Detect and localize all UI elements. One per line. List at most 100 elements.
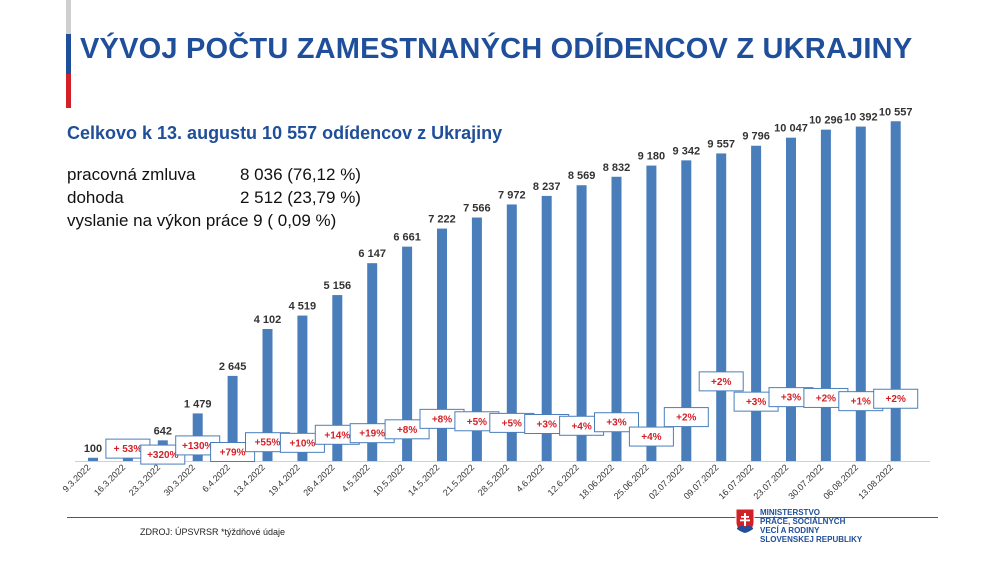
change-label: +2% (816, 393, 836, 404)
x-tick-label: 30.3.2022 (162, 462, 197, 497)
x-tick-label: 02.07.2022 (647, 462, 686, 501)
ministry-line: PRÁCE, SOCIÁLNYCH (760, 517, 846, 526)
bar-value-label: 10 392 (844, 112, 878, 124)
chart-bar (402, 246, 413, 461)
accent-bar-blue (66, 34, 71, 74)
chart-bar (541, 195, 552, 461)
chart-bar (227, 375, 238, 461)
bar-value-label: 5 156 (324, 280, 352, 292)
chart-bar (367, 263, 378, 461)
change-label: +4% (571, 421, 591, 432)
breakdown-value: 2 512 (23,79 %) (240, 188, 361, 207)
change-box (663, 407, 709, 428)
breakdown-value: 8 036 (76,12 %) (240, 165, 361, 184)
x-tick-label: 25.06.2022 (612, 462, 651, 501)
change-label: +4% (641, 432, 661, 443)
slovak-coat-of-arms-icon (735, 508, 755, 534)
bar-value-label: 642 (154, 425, 172, 437)
x-tick-label: 6.4.2022 (200, 462, 232, 494)
change-label: +3% (537, 420, 557, 431)
x-tick-label: 06.08.2022 (821, 462, 860, 501)
bar-value-label: 6 147 (358, 248, 386, 260)
bar-value-label: 10 557 (879, 106, 913, 118)
change-label: +19% (359, 429, 385, 440)
bar-value-label: 9 342 (673, 145, 701, 157)
change-label: +3% (606, 418, 626, 429)
breakdown-row-contract: pracovná zmluva 8 036 (76,12 %) (67, 163, 361, 186)
change-label: +3% (746, 397, 766, 408)
chart-bar (88, 457, 98, 461)
x-tick-label: 14.5.2022 (406, 462, 441, 497)
source-note: ZDROJ: ÚPSVRSR *týždňové údaje (140, 527, 286, 537)
chart-bar (576, 185, 587, 461)
bar-value-label: 8 237 (533, 181, 561, 193)
bar-value-label: 6 661 (393, 232, 421, 244)
slide-title: VÝVOJ POČTU ZAMESTNANÝCH ODÍDENCOV Z UKR… (80, 33, 913, 65)
x-tick-label: 4.6.2022 (514, 462, 546, 494)
chart-bar (751, 145, 762, 462)
change-label: +130% (182, 441, 214, 452)
bar-value-label: 10 296 (809, 115, 843, 127)
change-label: +5% (467, 417, 487, 428)
breakdown-label: vyslanie na výkon práce (67, 211, 249, 230)
bar-value-label: 4 102 (254, 314, 282, 326)
x-tick-label: 28.5.2022 (476, 462, 511, 497)
bar-value-label: 7 566 (463, 203, 491, 215)
x-tick-label: 09.07.2022 (682, 462, 721, 501)
change-box (384, 419, 430, 440)
chart-bar (855, 126, 866, 462)
x-tick-label: 16.3.2022 (92, 462, 127, 497)
x-tick-label: 26.4.2022 (301, 462, 336, 497)
x-tick-label: 16.07.2022 (717, 462, 756, 501)
ministry-name: MINISTERSTVO PRÁCE, SOCIÁLNYCH VECÍ A RO… (760, 508, 862, 544)
footer-rule (67, 517, 938, 518)
change-box (594, 412, 639, 433)
x-tick-label: 18.06.2022 (577, 462, 616, 501)
breakdown-value: 9 ( 0,09 %) (253, 211, 337, 230)
change-label: +1% (851, 397, 871, 408)
ministry-line: SLOVENSKEJ REPUBLIKY (760, 535, 863, 544)
bar-value-label: 10 047 (774, 123, 808, 135)
accent-bar-red (66, 74, 71, 108)
change-label: +2% (711, 377, 731, 388)
bar-value-label: 9 557 (707, 138, 735, 150)
change-label: + 53% (114, 444, 143, 455)
x-tick-label: 13.4.2022 (232, 462, 267, 497)
change-label: +5% (502, 418, 522, 429)
change-box (698, 371, 744, 392)
change-label: +3% (781, 393, 801, 404)
breakdown-label: pracovná zmluva (67, 165, 196, 184)
chart-bar (786, 137, 796, 462)
x-tick-label: 23.07.2022 (751, 462, 790, 501)
x-tick-label: 23.3.2022 (127, 462, 162, 497)
bar-value-label: 7 222 (428, 214, 456, 226)
change-label: +10% (289, 438, 315, 449)
change-label: +79% (220, 448, 246, 459)
change-label: +8% (397, 425, 417, 436)
x-tick-label: 30.07.2022 (786, 462, 825, 501)
x-tick-label: 21.5.2022 (441, 462, 476, 497)
breakdown-row-agreement: dohoda 2 512 (23,79 %) (67, 186, 361, 209)
bar-value-label: 4 519 (289, 301, 317, 313)
bar-value-label: 100 (84, 443, 102, 455)
x-tick-label: 13.08.2022 (856, 462, 895, 501)
bar-value-label: 8 569 (568, 170, 596, 182)
change-label: +8% (432, 414, 452, 425)
x-tick-label: 12.6.2022 (546, 462, 581, 497)
chart-bar (506, 204, 517, 462)
bar-value-label: 7 972 (498, 189, 526, 201)
change-label: +14% (324, 430, 350, 441)
breakdown-label: dohoda (67, 188, 124, 207)
chart-bar (681, 160, 692, 461)
breakdown-list: pracovná zmluva 8 036 (76,12 %) dohoda 2… (67, 163, 361, 232)
x-tick-label: 9.3.2022 (61, 462, 93, 494)
chart-bar (262, 328, 273, 461)
x-tick-label: 4.5.2022 (340, 462, 372, 494)
breakdown-row-posting: vyslanie na výkon práce 9 ( 0,09 %) (67, 209, 336, 232)
x-tick-label: 10.5.2022 (371, 462, 406, 497)
chart-bar (646, 165, 657, 461)
chart-bar (716, 153, 727, 462)
bar-value-label: 9 796 (742, 131, 770, 143)
chart-bar (437, 228, 447, 461)
